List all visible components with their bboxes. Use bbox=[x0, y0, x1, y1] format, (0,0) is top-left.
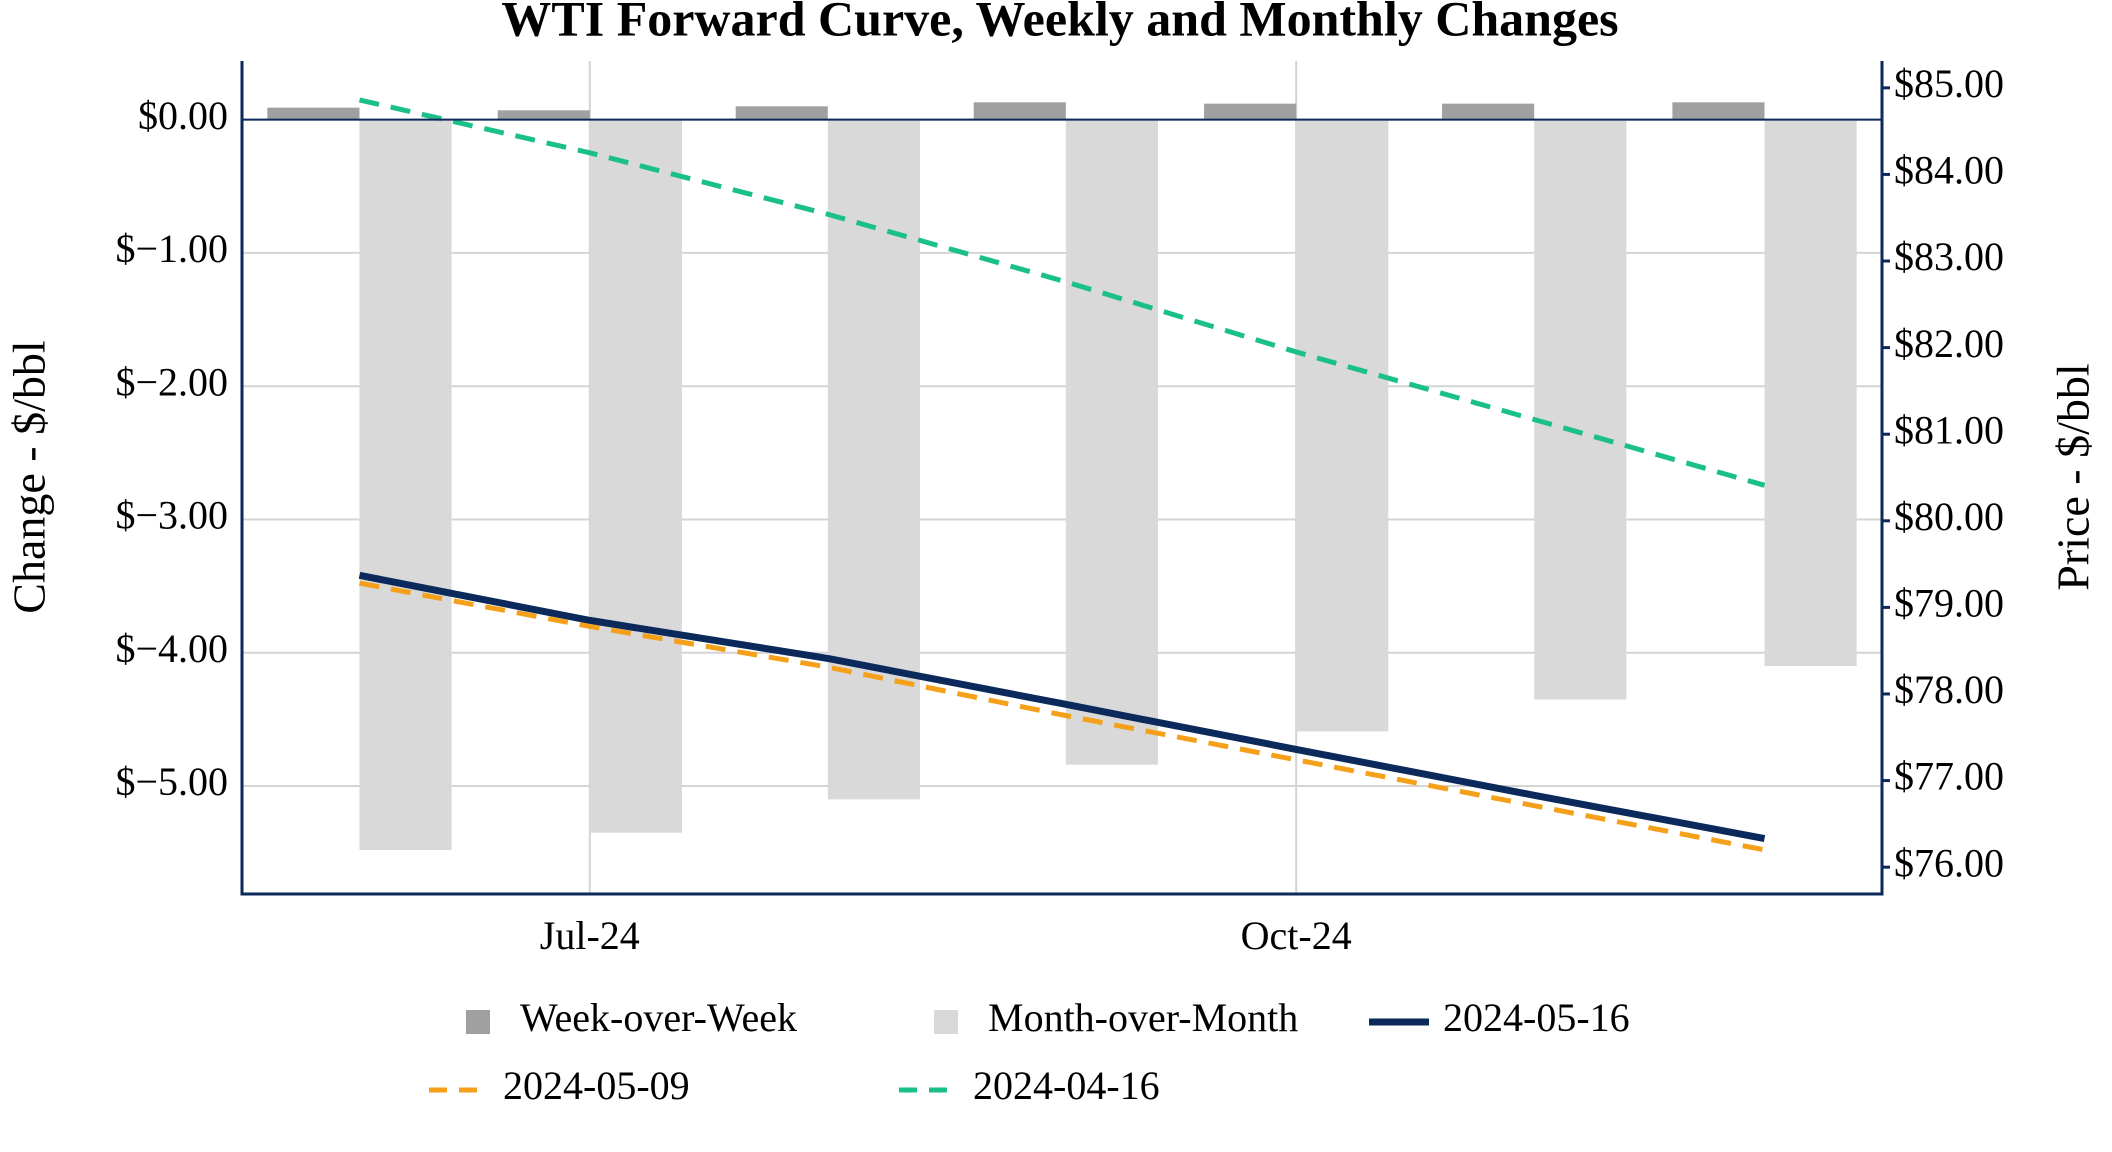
y2-tick-label: $76.00 bbox=[1894, 840, 2004, 885]
y-tick-label: $−5.00 bbox=[115, 759, 228, 804]
bar bbox=[973, 102, 1066, 120]
bar bbox=[1534, 119, 1627, 700]
bar bbox=[1442, 103, 1535, 120]
bar bbox=[1296, 119, 1389, 732]
legend-swatch bbox=[934, 1010, 958, 1034]
bar bbox=[359, 119, 452, 851]
line bbox=[359, 580, 1766, 853]
line bbox=[358, 571, 1766, 843]
y2-tick-label: $79.00 bbox=[1894, 581, 2004, 626]
bar bbox=[1204, 103, 1297, 120]
legend-label: Week-over-Week bbox=[520, 995, 797, 1040]
legend-swatch bbox=[466, 1010, 490, 1034]
bar bbox=[1764, 119, 1857, 667]
legend-label: 2024-05-16 bbox=[1443, 995, 1630, 1040]
y2-tick-label: $82.00 bbox=[1894, 321, 2004, 366]
x-tick-label: Jul-24 bbox=[540, 913, 640, 958]
y-tick-label: $−1.00 bbox=[115, 226, 228, 271]
y-tick-label: $−4.00 bbox=[115, 626, 228, 671]
y2-axis-label: Price - $/bbl bbox=[2048, 363, 2099, 590]
bar bbox=[589, 119, 682, 833]
y-axis-label: Change - $/bbl bbox=[4, 340, 55, 613]
y-tick-label: $−3.00 bbox=[115, 493, 228, 538]
y2-tick-label: $81.00 bbox=[1894, 407, 2004, 452]
y2-tick-label: $78.00 bbox=[1894, 667, 2004, 712]
legend-label: 2024-04-16 bbox=[973, 1063, 1160, 1108]
line bbox=[358, 97, 1766, 488]
y2-tick-label: $85.00 bbox=[1894, 61, 2004, 106]
y2-tick-label: $84.00 bbox=[1894, 148, 2004, 193]
y2-tick-label: $80.00 bbox=[1894, 494, 2004, 539]
legend-label: 2024-05-09 bbox=[503, 1063, 690, 1108]
y-tick-label: $0.00 bbox=[138, 93, 228, 138]
bar bbox=[827, 119, 920, 800]
y2-tick-label: $77.00 bbox=[1894, 754, 2004, 799]
x-tick-label: Oct-24 bbox=[1241, 913, 1352, 958]
y2-tick-label: $83.00 bbox=[1894, 234, 2004, 279]
bar bbox=[1672, 102, 1765, 120]
legend-label: Month-over-Month bbox=[988, 995, 1298, 1040]
bar bbox=[1065, 119, 1158, 765]
bar bbox=[267, 107, 360, 120]
bar bbox=[497, 110, 590, 120]
bar bbox=[735, 106, 828, 120]
chart-title: WTI Forward Curve, Weekly and Monthly Ch… bbox=[501, 0, 1618, 46]
y-tick-label: $−2.00 bbox=[115, 359, 228, 404]
axis-frame bbox=[240, 61, 1884, 896]
